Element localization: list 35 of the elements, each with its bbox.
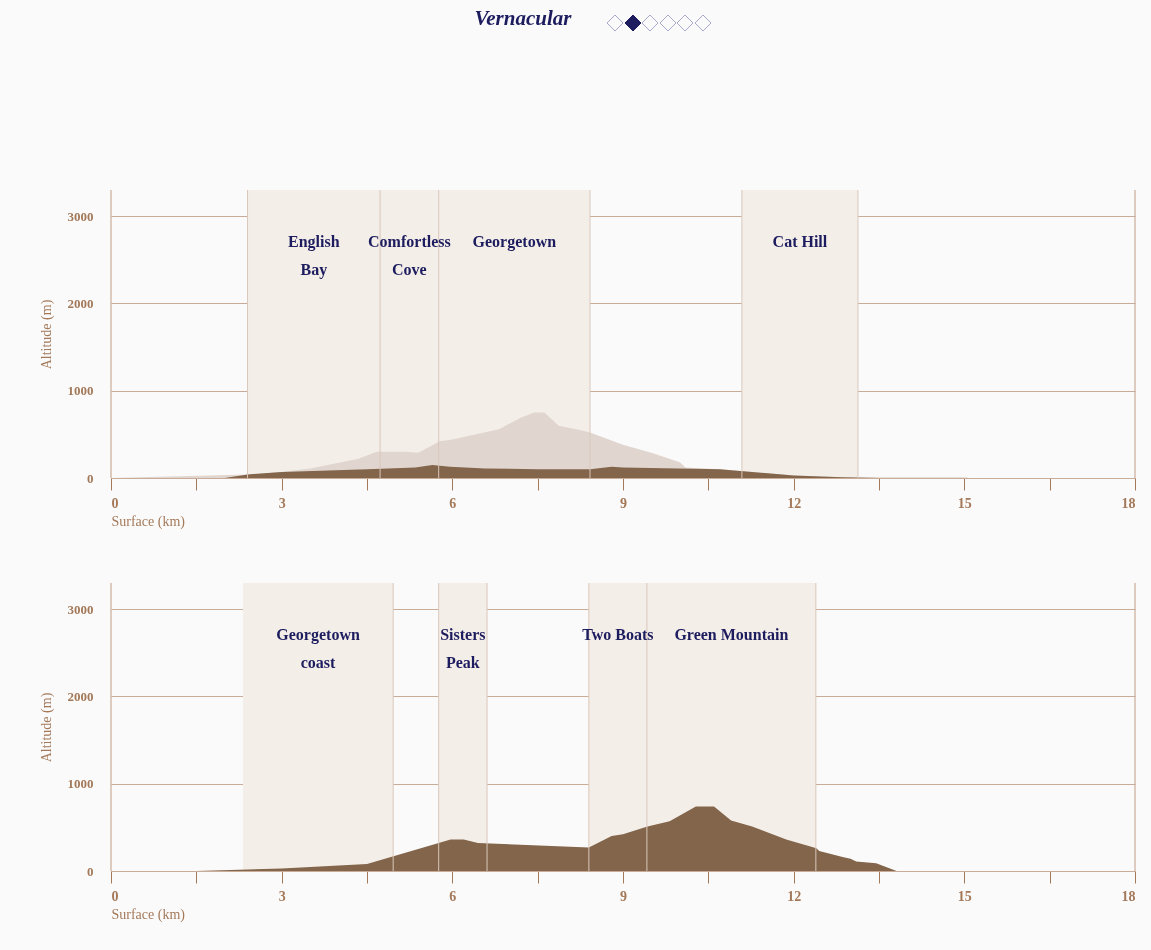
- band-label: Sisters Peak: [440, 626, 486, 671]
- x-tick-label: 9: [620, 888, 627, 904]
- x-tick-label: 3: [278, 888, 286, 904]
- x-tick-label: 15: [957, 495, 972, 511]
- x-tick-label: 18: [1121, 888, 1136, 904]
- y-tick-label: 1000: [67, 776, 94, 792]
- chart-title: Vernacular: [473, 6, 573, 31]
- x-tick-label: 12: [787, 495, 802, 511]
- band-label: Comfortless Cove: [368, 233, 451, 278]
- band-label: Georgetown coast: [276, 626, 360, 671]
- x-axis-title: Surface (km): [111, 513, 186, 530]
- band-label: Two Boats: [582, 626, 654, 643]
- x-tick-label: 9: [620, 495, 627, 511]
- x-tick-label: 12: [787, 888, 802, 904]
- y-tick-label: 1000: [67, 383, 94, 399]
- x-tick-label: 15: [957, 888, 972, 904]
- y-axis-title: Altitude (m): [38, 299, 55, 370]
- x-tick-label: 3: [278, 495, 286, 511]
- x-tick-label: 6: [449, 888, 457, 904]
- y-tick-label: 2000: [67, 295, 94, 311]
- y-tick-label: 3000: [67, 601, 94, 617]
- x-axis-title: Surface (km): [111, 906, 186, 923]
- band-label: English Bay: [288, 233, 340, 279]
- y-tick-label: 2000: [67, 688, 94, 704]
- band-label: Georgetown: [472, 233, 557, 251]
- y-tick-label: 0: [87, 863, 94, 879]
- band-label: Cat Hill: [772, 233, 828, 250]
- y-tick-label: 3000: [67, 208, 94, 224]
- x-tick-label: 0: [111, 888, 119, 904]
- band-label: Green Mountain: [674, 626, 789, 643]
- x-tick-label: 18: [1121, 495, 1136, 511]
- y-axis-title: Altitude (m): [38, 692, 55, 763]
- y-tick-label: 0: [87, 470, 94, 486]
- x-tick-label: 0: [111, 495, 119, 511]
- x-tick-label: 6: [449, 495, 457, 511]
